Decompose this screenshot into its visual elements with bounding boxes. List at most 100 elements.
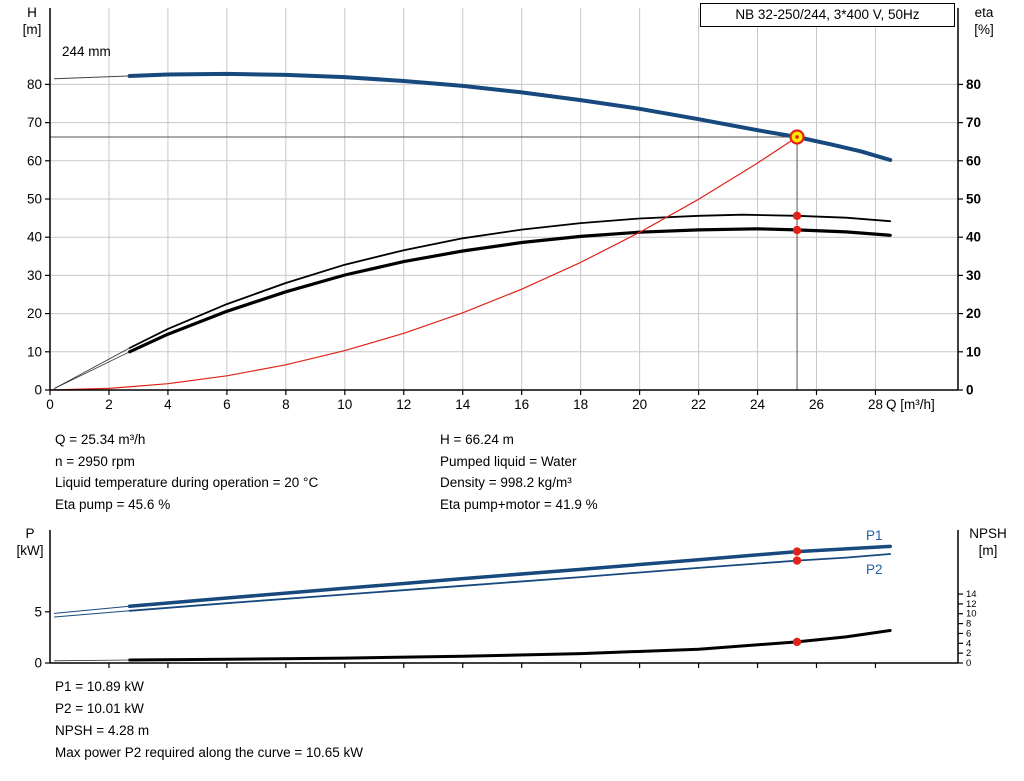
info-p2: P2 = 10.01 kW [55, 701, 144, 716]
npsh-axis-label-line2: [m] [978, 543, 998, 558]
y-right-tick-label: 10 [966, 344, 981, 359]
info-density: Density = 998.2 kg/m³ [440, 475, 572, 490]
y-right-tick-label: 20 [966, 306, 981, 321]
npsh-point [792, 637, 802, 647]
curve-system-curve [49, 136, 798, 391]
y-right-tick-label: 12 [966, 599, 977, 610]
npsh-axis-label: NPSH [m] [962, 525, 1014, 559]
y-left-tick-label: 0 [34, 656, 42, 671]
y-right-tick-label: 60 [966, 153, 981, 168]
x-tick-label: 26 [809, 397, 824, 412]
y-right-tick-label: 80 [966, 77, 981, 92]
info-liquid-temp: Liquid temperature during operation = 20… [55, 475, 319, 490]
y-right-tick-label: 30 [966, 268, 981, 283]
info-head: H = 66.24 m [440, 432, 514, 447]
y-right-tick-label: 50 [966, 192, 981, 207]
info-eta-pump: Eta pump = 45.6 % [55, 496, 171, 512]
y-left-tick-label: 80 [27, 77, 42, 92]
curve-eta-pump [128, 213, 892, 349]
curve-eta-pump-motor [128, 227, 892, 354]
y-left-tick-label: 40 [27, 230, 42, 245]
x-tick-label: 16 [514, 397, 529, 412]
y-right-tick-label: 2 [966, 648, 971, 659]
y-right-tick-label: 8 [966, 619, 971, 630]
curve-p2-extension [53, 610, 131, 618]
x-tick-label: 6 [223, 397, 231, 412]
x-tick-label: 4 [164, 397, 172, 412]
y-left-tick-label: 20 [27, 306, 42, 321]
curve-npsh-extension [54, 659, 130, 662]
curve-p1-extension [53, 605, 131, 614]
x-tick-label: 20 [632, 397, 647, 412]
impeller-size-label: 244 mm [62, 44, 111, 59]
x-tick-label: 28 [868, 397, 883, 412]
y-left-tick-label: 10 [27, 344, 42, 359]
duty-info-left: Q = 25.34 m³/h n = 2950 rpm Liquid tempe… [55, 429, 318, 515]
info-npsh: NPSH = 4.28 m [55, 723, 150, 738]
info-p1: P1 = 10.89 kW [55, 679, 144, 694]
eta-pump-point [792, 211, 802, 221]
curve-head-extension [53, 75, 131, 80]
curve-head-244mm [127, 71, 893, 162]
x-tick-label: 0 [46, 397, 54, 412]
x-tick-label: 22 [691, 397, 706, 412]
p2-curve-label: P2 [866, 562, 883, 577]
x-tick-label: 24 [750, 397, 766, 412]
p-axis-label: P [kW] [10, 525, 50, 559]
p1-curve-label: P1 [866, 528, 883, 543]
y-right-tick-label: 70 [966, 115, 981, 130]
y-right-tick-label: 4 [966, 638, 971, 649]
npsh-axis-label-line1: NPSH [969, 526, 1007, 541]
eta-axis-label-line2: [%] [974, 22, 994, 37]
curve-eta-pump-motor-extension [54, 351, 130, 389]
info-q: Q = 25.34 m³/h [55, 432, 146, 447]
y-left-tick-label: 0 [34, 383, 42, 398]
grid [50, 8, 958, 390]
h-axis-label-line1: H [27, 5, 37, 20]
y-right-tick-label: 0 [966, 658, 971, 669]
info-eta-pump-motor: Eta pump+motor = 41.9 % [440, 496, 598, 512]
eta-axis-label: eta [%] [962, 4, 1006, 38]
x-tick-label: 14 [455, 397, 471, 412]
curve-eta-pump-extension [54, 347, 130, 389]
x-tick-label: 10 [337, 397, 352, 412]
pump-model-box: NB 32-250/244, 3*400 V, 50Hz [700, 3, 955, 27]
p-axis-label-line1: P [25, 526, 35, 541]
x-tick-label: 12 [396, 397, 411, 412]
info-pumped-liquid: Pumped liquid = Water [440, 453, 577, 469]
eta-axis-label-line1: eta [974, 5, 994, 20]
ticks [45, 83, 963, 395]
axes [49, 530, 959, 664]
duty-point-center [795, 135, 799, 139]
ticks [45, 593, 963, 668]
y-right-tick-label: 0 [966, 383, 974, 398]
info-speed: n = 2950 rpm [55, 453, 135, 469]
y-right-tick-label: 6 [966, 628, 971, 639]
y-left-tick-label: 5 [34, 604, 42, 619]
y-left-tick-label: 70 [27, 115, 42, 130]
q-axis-label: Q [m³/h] [886, 397, 935, 412]
eta-pump-motor-point [792, 225, 802, 235]
p1-point [792, 547, 802, 556]
x-tick-label: 8 [282, 397, 290, 412]
y-left-tick-label: 50 [27, 192, 42, 207]
y-left-tick-label: 30 [27, 268, 42, 283]
curve-p2 [128, 553, 892, 612]
curve-p1 [127, 544, 892, 608]
power-info: P1 = 10.89 kW P2 = 10.01 kW NPSH = 4.28 … [55, 676, 363, 764]
p-axis-label-line2: [kW] [16, 543, 44, 558]
y-right-tick-label: 40 [966, 230, 981, 245]
h-axis-label: H [m] [14, 4, 50, 38]
y-left-tick-label: 60 [27, 153, 42, 168]
info-max-power: Max power P2 required along the curve = … [55, 745, 364, 760]
p2-point [792, 556, 802, 565]
y-right-tick-label: 14 [966, 589, 977, 600]
h-axis-label-line2: [m] [22, 22, 42, 37]
x-tick-label: 2 [105, 397, 113, 412]
x-tick-label: 18 [573, 397, 588, 412]
